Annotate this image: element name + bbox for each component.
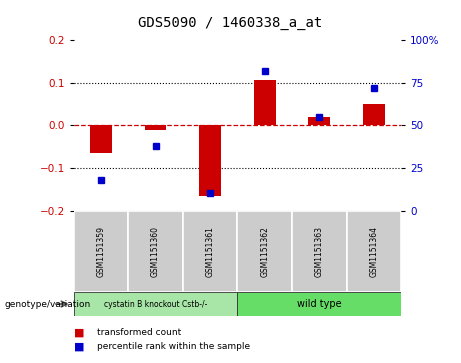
Text: GDS5090 / 1460338_a_at: GDS5090 / 1460338_a_at — [138, 16, 323, 30]
Text: GSM1151360: GSM1151360 — [151, 226, 160, 277]
Text: ■: ■ — [74, 327, 84, 337]
Bar — [308, 117, 330, 125]
Bar — [145, 125, 166, 130]
Text: genotype/variation: genotype/variation — [5, 299, 91, 309]
Bar — [237, 211, 292, 292]
Bar — [347, 211, 401, 292]
Bar — [237, 292, 401, 316]
Text: GSM1151359: GSM1151359 — [96, 226, 106, 277]
Bar — [90, 125, 112, 153]
Text: cystatin B knockout Cstb-/-: cystatin B knockout Cstb-/- — [104, 299, 207, 309]
Bar — [74, 211, 128, 292]
Bar — [183, 211, 237, 292]
Text: GSM1151361: GSM1151361 — [206, 226, 215, 277]
Text: transformed count: transformed count — [97, 328, 181, 337]
Text: wild type: wild type — [297, 299, 342, 309]
Bar — [128, 211, 183, 292]
Bar — [74, 292, 237, 316]
Bar — [292, 211, 347, 292]
Text: GSM1151363: GSM1151363 — [315, 226, 324, 277]
Bar — [254, 81, 276, 125]
Text: percentile rank within the sample: percentile rank within the sample — [97, 342, 250, 351]
Text: ■: ■ — [74, 342, 84, 352]
Text: GSM1151362: GSM1151362 — [260, 226, 269, 277]
Text: GSM1151364: GSM1151364 — [369, 226, 378, 277]
Bar — [199, 125, 221, 196]
Bar — [363, 104, 384, 125]
